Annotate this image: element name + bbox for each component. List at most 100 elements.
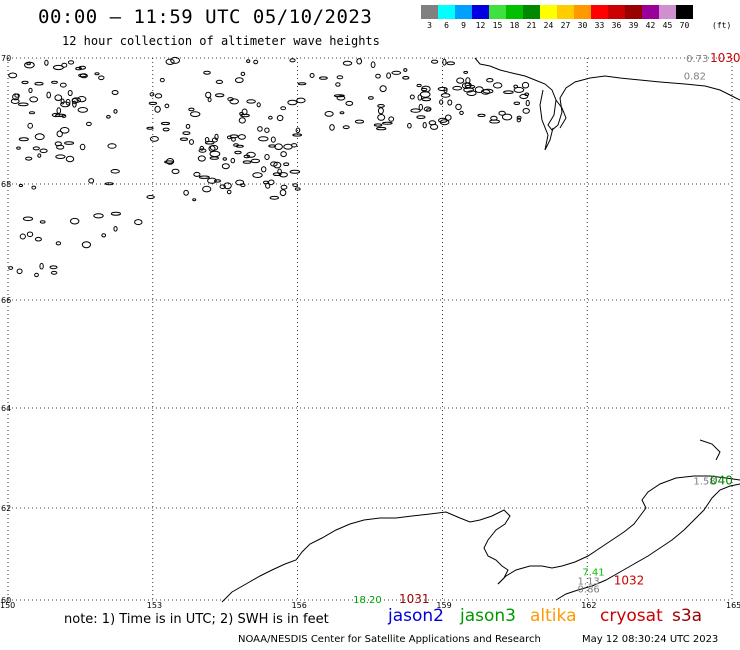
wave-contour xyxy=(193,171,201,177)
wave-contour xyxy=(246,59,251,63)
wave-contour xyxy=(27,122,34,129)
wave-contour xyxy=(409,94,415,100)
satellite-legend-jason3: jason3 xyxy=(460,606,516,626)
wave-contour xyxy=(211,137,218,143)
wave-contour xyxy=(253,59,259,65)
wave-contour xyxy=(250,158,261,164)
wave-contour xyxy=(79,143,86,151)
wave-contour xyxy=(235,144,244,148)
wave-contour xyxy=(162,127,170,132)
wave-contour xyxy=(422,122,427,129)
scale-label-18: 18 xyxy=(509,21,520,30)
wave-contour xyxy=(309,73,315,78)
wave-contour xyxy=(477,113,486,118)
scale-label-36: 36 xyxy=(611,21,622,30)
wave-contour xyxy=(215,93,225,98)
wave-contour xyxy=(78,73,87,78)
observation-label: 7.41 xyxy=(582,567,604,578)
wave-contour xyxy=(240,71,246,77)
timestamp-text: May 12 08:30:24 UTC 2023 xyxy=(582,634,719,645)
wave-contour xyxy=(199,145,205,151)
wave-contour xyxy=(264,127,270,133)
wave-contour xyxy=(493,82,503,89)
wave-contour xyxy=(55,241,62,246)
wave-contour xyxy=(39,148,48,154)
wave-contour xyxy=(455,103,462,111)
wave-contour xyxy=(16,146,21,150)
wave-contour xyxy=(297,82,307,86)
wave-contour xyxy=(234,77,244,83)
wave-contour xyxy=(273,161,282,169)
wave-contour xyxy=(60,98,65,105)
wave-contour xyxy=(235,179,245,186)
wave-contour xyxy=(295,127,301,134)
wave-contour xyxy=(93,213,104,219)
wave-contour xyxy=(146,126,154,130)
wave-contour xyxy=(197,155,206,162)
wave-contour xyxy=(189,139,194,145)
wave-contour xyxy=(107,143,117,149)
wave-contour xyxy=(376,126,387,131)
observation-label: 0.73 xyxy=(686,54,708,65)
wave-contour xyxy=(439,99,444,105)
wave-contour xyxy=(498,110,506,116)
wave-contour xyxy=(26,231,34,238)
wave-contour xyxy=(149,136,159,142)
wave-contour xyxy=(416,83,422,88)
lon-tick-label: 150 xyxy=(0,601,15,610)
observation-label: 1.58 xyxy=(693,477,715,488)
credit-text: NOAA/NESDIS Center for Satellite Applica… xyxy=(238,634,541,645)
scale-swatch-18 xyxy=(506,5,523,19)
wave-contour xyxy=(280,151,287,158)
wave-contour xyxy=(16,268,23,275)
wave-contour xyxy=(279,189,287,197)
wave-contour xyxy=(204,140,215,145)
wave-contour xyxy=(8,72,18,79)
wave-contour xyxy=(274,143,283,150)
wave-contour xyxy=(59,127,70,134)
coastline-north xyxy=(474,57,740,151)
wave-contour xyxy=(464,82,472,89)
wave-contour xyxy=(72,100,77,108)
wave-contour xyxy=(39,262,44,270)
wave-contour xyxy=(329,124,335,131)
wave-contour xyxy=(18,102,29,107)
lat-tick-label: 66 xyxy=(1,296,11,305)
wave-contour xyxy=(75,66,82,71)
wave-contour xyxy=(222,157,228,161)
wave-contour xyxy=(229,98,239,105)
scale-label-45: 45 xyxy=(662,21,673,30)
wave-contour xyxy=(70,217,80,225)
wave-contour xyxy=(25,156,33,161)
color-scale-labels: 3 6 9 12 15 18 21 24 27 30 33 36 39 42 45 70 xyxy=(421,21,693,30)
wave-contour xyxy=(26,62,31,66)
scale-label-70: 70 xyxy=(679,21,690,30)
wave-contour xyxy=(230,157,236,164)
wave-contour xyxy=(198,148,207,153)
wave-contour xyxy=(111,90,119,95)
wave-contour xyxy=(459,110,464,116)
scale-swatch-3 xyxy=(421,5,438,19)
scale-label-30: 30 xyxy=(577,21,588,30)
color-scale-unit: (ft) xyxy=(712,21,732,30)
wave-contour xyxy=(336,95,346,101)
wave-contour xyxy=(258,136,269,142)
wave-contour xyxy=(257,126,263,132)
lon-tick-label: 159 xyxy=(436,601,451,610)
lat-tick-label: 70 xyxy=(1,54,11,63)
wave-contour xyxy=(50,270,58,275)
wave-contour xyxy=(237,134,246,140)
wave-contour xyxy=(452,85,463,91)
scale-label-27: 27 xyxy=(560,21,571,30)
wave-contour xyxy=(272,172,282,176)
observation-label: 1.13 xyxy=(578,577,600,588)
wave-contour xyxy=(442,58,447,66)
wave-contour xyxy=(54,94,63,101)
wave-contour xyxy=(31,185,37,190)
scale-label-24: 24 xyxy=(543,21,554,30)
scale-label-21: 21 xyxy=(526,21,537,30)
scale-swatch-42 xyxy=(642,5,659,19)
wave-contour xyxy=(164,160,175,164)
